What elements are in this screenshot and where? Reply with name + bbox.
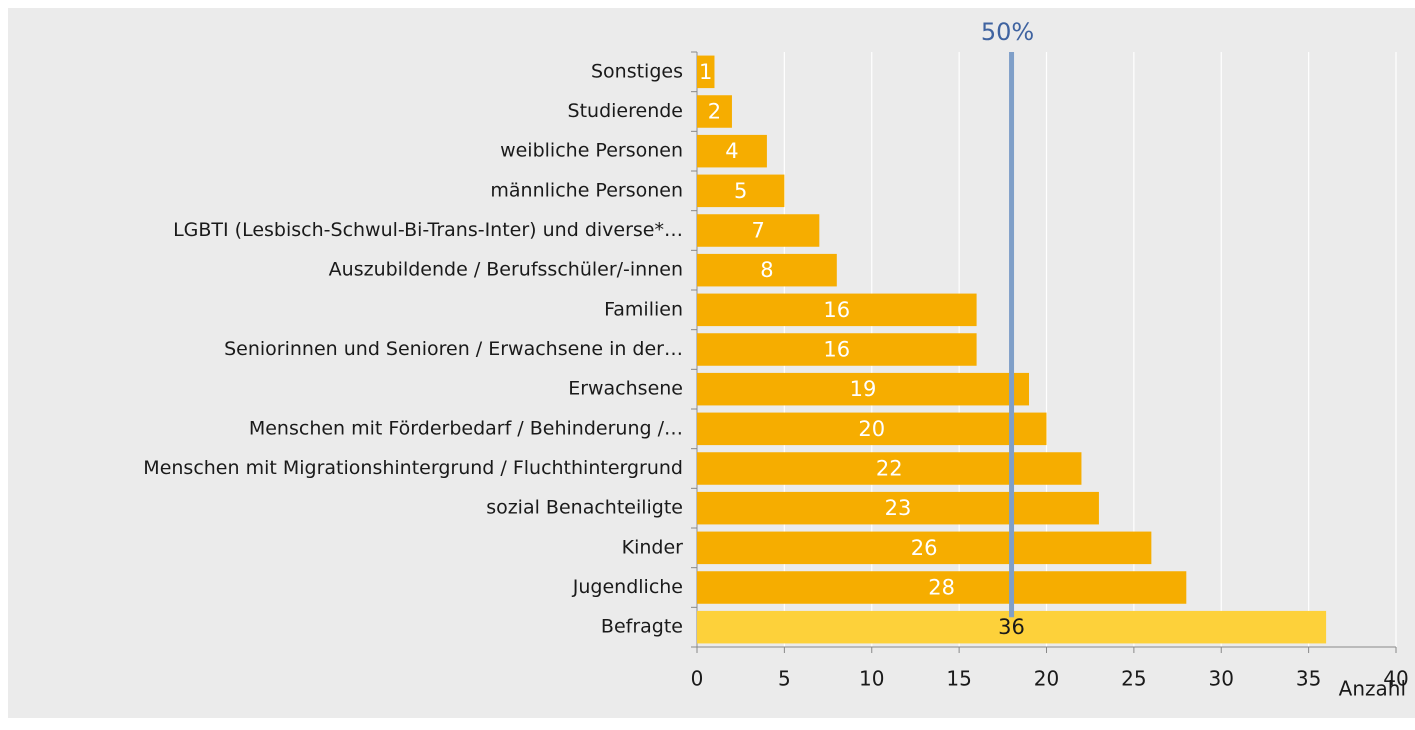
x-tick-label: 0 — [691, 667, 704, 691]
value-label: 7 — [751, 219, 764, 243]
x-tick-label: 10 — [859, 667, 884, 691]
bar — [697, 253, 837, 287]
bar — [697, 55, 715, 89]
x-tick-label: 30 — [1209, 667, 1234, 691]
y-tick-label: Erwachsene — [568, 378, 683, 400]
bar — [697, 293, 977, 327]
y-tick-label: männliche Personen — [490, 179, 683, 201]
x-tick-label: 35 — [1296, 667, 1321, 691]
value-label: 5 — [734, 179, 747, 203]
value-label: 16 — [823, 338, 850, 362]
y-tick-label: Befragte — [601, 616, 683, 638]
x-tick-label: 15 — [946, 667, 971, 691]
x-axis-label: Anzahl — [1339, 677, 1406, 701]
value-label: 19 — [850, 377, 877, 401]
bar — [697, 372, 1030, 406]
y-tick-label: Jugendliche — [572, 576, 683, 598]
y-tick-label: Kinder — [622, 536, 684, 558]
value-label: 23 — [885, 496, 912, 520]
y-tick-label: Studierende — [568, 100, 683, 122]
bar — [697, 571, 1187, 604]
value-label: 16 — [823, 298, 850, 322]
value-label: 4 — [725, 139, 738, 163]
x-tick-label: 20 — [1034, 667, 1059, 691]
bar — [697, 95, 732, 128]
y-tick-label: sozial Benachteiligte — [486, 497, 683, 519]
y-tick-label: Auszubildende / Berufsschüler/-innen — [329, 259, 683, 281]
value-label: 1 — [699, 60, 712, 84]
bar — [697, 333, 977, 366]
reference-label: 50% — [981, 18, 1034, 46]
value-label: 2 — [708, 100, 721, 124]
bar — [697, 531, 1152, 565]
value-label: 8 — [760, 258, 773, 282]
y-tick-label: Familien — [604, 298, 683, 320]
x-tick-label: 40 — [1383, 667, 1408, 691]
bar — [697, 491, 1099, 525]
value-label: 36 — [998, 615, 1025, 639]
value-label: 22 — [876, 457, 903, 481]
value-label: 20 — [858, 417, 885, 441]
y-tick-label: Sonstiges — [591, 60, 683, 82]
y-tick-label: Menschen mit Förderbedarf / Behinderung … — [249, 417, 683, 439]
bar — [697, 214, 820, 247]
bar — [697, 412, 1047, 446]
x-tick-label: 5 — [778, 667, 791, 691]
bar — [697, 174, 785, 208]
y-tick-label: weibliche Personen — [500, 140, 683, 162]
y-tick-label: Menschen mit Migrationshintergrund / Flu… — [143, 457, 683, 479]
bar — [697, 452, 1082, 485]
y-tick-label: Seniorinnen und Senioren / Erwachsene in… — [224, 338, 683, 360]
value-label: 26 — [911, 536, 938, 560]
x-tick-label: 25 — [1121, 667, 1146, 691]
y-tick-label: LGBTI (Lesbisch-Schwul-Bi-Trans-Inter) u… — [173, 219, 683, 241]
value-label: 28 — [928, 576, 955, 600]
bar — [697, 134, 767, 168]
